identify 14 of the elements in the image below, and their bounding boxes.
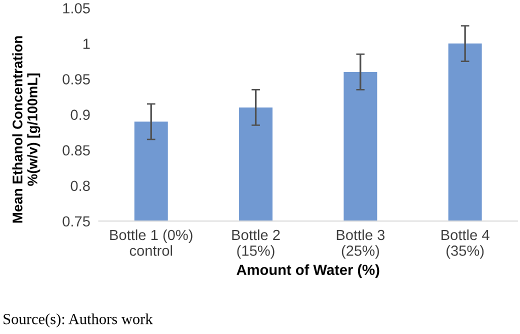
y-tick-label: 0.9 [70, 110, 90, 120]
y-tick-label: 1 [83, 38, 90, 49]
y-tick-label: 0.85 [62, 145, 90, 156]
y-axis-title: Mean Ethanol Concentration %(w/v) [g/100mL] [12, 36, 40, 223]
y-tick-label: 0.75 [62, 216, 90, 227]
source-note: Source(s): Authors work [4, 313, 153, 328]
x-tick-label: Bottle 2 (15%) [232, 229, 280, 259]
x-tick-label: Bottle 1 (0%) control [110, 229, 192, 256]
y-tick-label: 0.8 [70, 180, 90, 192]
x-tick-label: Bottle 4 (35%) [442, 229, 490, 259]
y-tick-label: 0.95 [62, 74, 90, 84]
x-tick-label: Bottle 3 (25%) [336, 229, 385, 259]
x-axis-title: Amount of Water (%) [236, 264, 380, 278]
y-tick-label: 1.05 [63, 3, 90, 14]
